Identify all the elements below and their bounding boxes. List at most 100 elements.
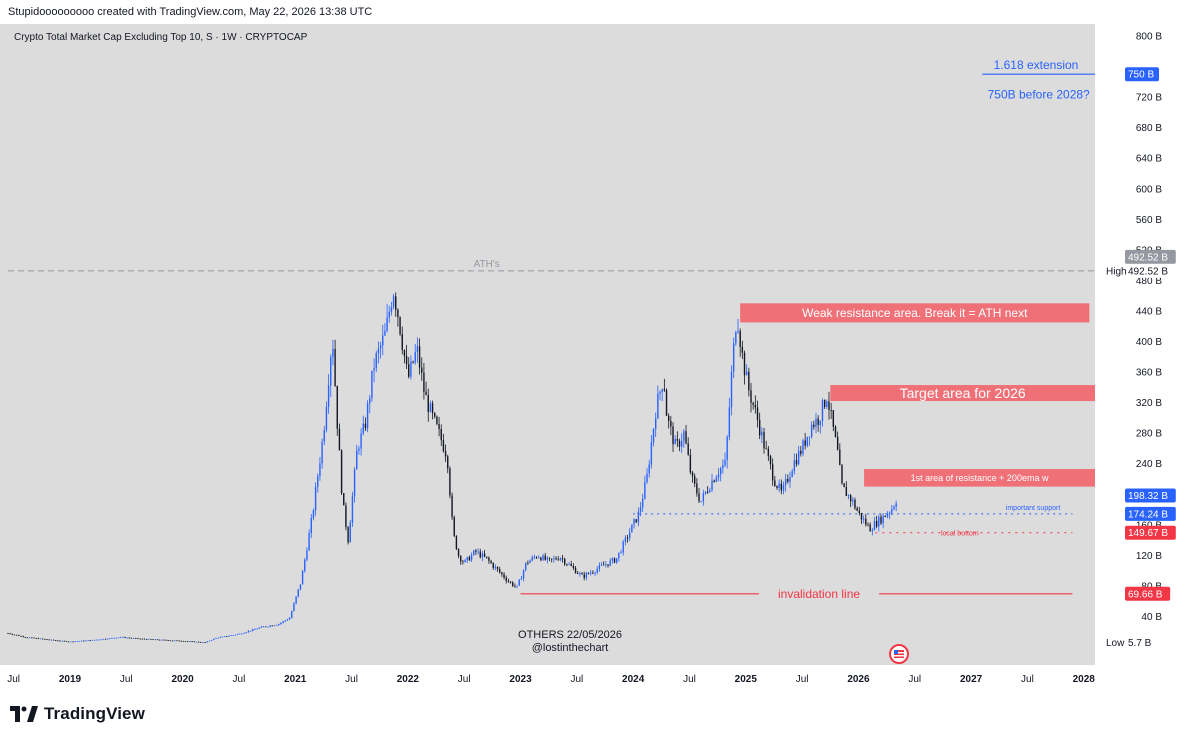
us-flag-icon[interactable]: [889, 644, 909, 664]
candle-body: [691, 472, 694, 477]
candle-body: [410, 361, 412, 377]
candle-body: [440, 429, 442, 441]
candle-body: [743, 352, 746, 376]
price-label-bg[interactable]: [1125, 67, 1159, 82]
x-tick-label: Jul: [1021, 674, 1034, 685]
candle-body: [860, 512, 863, 520]
candle-body: [797, 450, 800, 465]
candle-body: [590, 572, 592, 574]
candle-body: [462, 561, 464, 563]
candle-body: [249, 630, 252, 632]
candle-body: [795, 460, 798, 465]
time-axis-panel[interactable]: [0, 665, 1200, 690]
candle-body: [761, 431, 763, 436]
candle-body: [566, 564, 568, 565]
price-label-bg[interactable]: [1125, 249, 1176, 264]
y-tick-label: 720 B: [1136, 93, 1162, 104]
candle-body: [685, 431, 687, 444]
tradingview-logo-icon: [10, 706, 38, 722]
candle-body: [418, 346, 421, 368]
x-tick-label: 2023: [509, 674, 532, 685]
candle-body: [490, 560, 492, 564]
candle-body: [813, 424, 815, 427]
first-resistance-zone[interactable]: [864, 469, 1095, 487]
candle-body: [594, 572, 596, 574]
candle-body: [163, 639, 165, 641]
candle-body: [496, 566, 499, 570]
candle-body: [854, 499, 856, 509]
candle-body: [633, 519, 635, 525]
candle-body: [74, 641, 76, 643]
candle-body: [215, 637, 217, 639]
candle-body: [28, 637, 31, 639]
price-axis-panel[interactable]: [1095, 24, 1200, 665]
candle-body: [204, 642, 206, 643]
candle-body: [756, 407, 759, 420]
candle-body: [780, 483, 783, 491]
candle-body: [375, 353, 377, 369]
price-label-prefix-bg: [1103, 635, 1125, 650]
candle-body: [607, 564, 609, 566]
candle-body: [178, 640, 180, 642]
weak-resistance-zone[interactable]: [740, 303, 1090, 323]
tradingview-brand: TradingView: [44, 704, 145, 723]
x-tick-label: 2024: [622, 674, 645, 685]
candle-body: [200, 642, 202, 643]
candle-body: [139, 638, 141, 640]
candle-body: [605, 564, 607, 566]
candle-body: [557, 559, 559, 561]
candle-body: [862, 518, 865, 520]
candle-body: [888, 512, 891, 515]
y-tick-label: 320 B: [1136, 398, 1162, 409]
price-chart[interactable]: Crypto Total Market Cap Excluding Top 10…: [0, 24, 1200, 690]
candle-body: [711, 480, 713, 491]
candle-body: [603, 564, 605, 566]
candle-body: [750, 390, 752, 403]
candle-body: [808, 436, 811, 438]
candle-body: [893, 506, 895, 510]
candle-body: [65, 641, 68, 642]
candle-body: [284, 620, 286, 622]
x-tick-label: Jul: [796, 674, 809, 685]
x-tick-label: Jul: [120, 674, 133, 685]
candle-body: [639, 507, 642, 512]
target-zone[interactable]: [830, 385, 1095, 402]
candle-body: [364, 423, 367, 429]
price-label: 174.24 B: [1128, 509, 1168, 520]
candle-body: [91, 639, 94, 641]
candle-body: [267, 626, 269, 628]
price-label-bg[interactable]: [1125, 506, 1176, 521]
candle-body: [427, 395, 429, 412]
candle-body: [525, 562, 527, 571]
candle-body: [791, 471, 793, 477]
price-label-bg[interactable]: [1125, 263, 1176, 278]
candle-body: [739, 331, 741, 347]
x-tick-label: 2026: [847, 674, 870, 685]
price-label-bg[interactable]: [1125, 586, 1171, 601]
candle-body: [67, 641, 70, 643]
price-label-bg[interactable]: [1125, 635, 1159, 650]
candle-body: [156, 639, 159, 641]
invalidation-line-label: invalidation line: [778, 587, 860, 601]
candle-body: [667, 415, 670, 421]
candle-body: [390, 307, 393, 312]
tradingview-logo[interactable]: TradingView: [10, 704, 145, 724]
candle-body: [542, 555, 544, 561]
candle-body: [615, 558, 618, 563]
candle-body: [609, 560, 611, 566]
price-label-bg[interactable]: [1125, 525, 1176, 540]
candle-body: [236, 634, 239, 635]
candle-body: [256, 628, 258, 630]
candle-body: [533, 557, 536, 558]
candle-body: [518, 579, 520, 586]
candle-body: [574, 568, 577, 574]
candle-body: [330, 357, 332, 386]
candle-body: [895, 503, 897, 507]
candle-body: [737, 331, 739, 333]
y-tick-label: 240 B: [1136, 459, 1162, 470]
candle-body: [61, 640, 63, 642]
price-label-bg[interactable]: [1125, 488, 1176, 503]
candle-body: [273, 625, 276, 627]
candle-body: [483, 553, 486, 557]
candle-body: [732, 343, 735, 372]
